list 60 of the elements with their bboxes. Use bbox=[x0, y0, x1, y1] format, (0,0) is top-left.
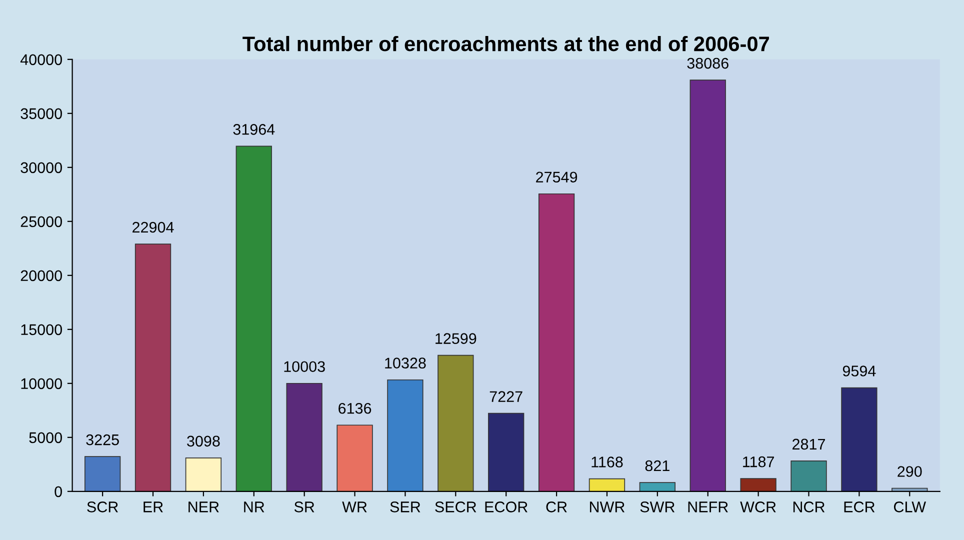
bar bbox=[438, 354, 474, 492]
y-tick-label: 35000 bbox=[20, 108, 62, 120]
bar bbox=[841, 387, 878, 492]
bar bbox=[336, 424, 373, 492]
chart-title: Total number of encroachments at the end of 2006-07 bbox=[242, 36, 769, 52]
y-tick-label: 25000 bbox=[20, 216, 62, 228]
data-label: 3225 bbox=[86, 434, 119, 446]
bar bbox=[639, 482, 676, 492]
x-tick-label: NER bbox=[188, 502, 219, 512]
x-tick-label: NCR bbox=[793, 502, 825, 512]
data-label: 3098 bbox=[187, 436, 220, 447]
data-label: 7227 bbox=[490, 391, 522, 402]
x-tick-label: SR bbox=[294, 502, 314, 512]
bar bbox=[740, 478, 776, 492]
bar bbox=[690, 80, 726, 492]
data-label: 10003 bbox=[284, 361, 325, 372]
x-tick-label: SCR bbox=[87, 502, 118, 512]
data-label: 31964 bbox=[233, 124, 275, 135]
y-tick-label: 40000 bbox=[20, 54, 62, 66]
data-label: 38086 bbox=[687, 58, 728, 69]
data-label: 12599 bbox=[436, 333, 476, 344]
x-tick-label: SER bbox=[390, 502, 420, 512]
bar bbox=[286, 382, 322, 492]
data-label: 27549 bbox=[536, 172, 578, 183]
bar bbox=[84, 456, 121, 492]
x-tick-label: ER bbox=[144, 502, 163, 512]
data-label: 1187 bbox=[743, 456, 774, 468]
bar bbox=[185, 458, 222, 492]
bar bbox=[588, 478, 626, 492]
x-tick-label: NR bbox=[244, 502, 264, 512]
data-label: 10328 bbox=[385, 358, 426, 369]
y-tick-label: 5000 bbox=[29, 432, 62, 444]
bar bbox=[538, 193, 575, 492]
x-tick-label: NEFR bbox=[688, 502, 728, 512]
bar bbox=[134, 244, 172, 492]
x-tick-label: WCR bbox=[740, 502, 776, 512]
data-label: 9594 bbox=[842, 366, 876, 376]
x-tick-label: WR bbox=[342, 502, 367, 512]
y-tick-label: 0 bbox=[54, 486, 62, 498]
x-tick-label: NWR bbox=[590, 502, 625, 512]
x-tick-label: ECOR bbox=[485, 502, 528, 512]
x-tick-label: SECR bbox=[435, 502, 476, 512]
data-label: 2817 bbox=[792, 438, 825, 450]
y-tick-label: 30000 bbox=[20, 162, 62, 174]
x-tick-label: SWR bbox=[640, 502, 675, 512]
x-tick-label: ECR bbox=[844, 502, 875, 512]
data-label: 6136 bbox=[338, 402, 372, 414]
bar bbox=[387, 379, 424, 492]
y-tick-label: 20000 bbox=[20, 270, 62, 282]
x-tick-label: CLW bbox=[894, 502, 926, 512]
bar bbox=[488, 412, 524, 492]
y-tick-label: 10000 bbox=[21, 378, 62, 390]
bar bbox=[790, 460, 827, 492]
data-label: 22904 bbox=[132, 222, 174, 233]
y-tick-label: 15000 bbox=[21, 324, 62, 336]
data-label: 821 bbox=[645, 460, 670, 472]
data-label: 290 bbox=[898, 466, 922, 477]
x-tick-label: CR bbox=[546, 502, 567, 512]
data-label: 1168 bbox=[592, 456, 623, 468]
bar bbox=[236, 146, 272, 492]
